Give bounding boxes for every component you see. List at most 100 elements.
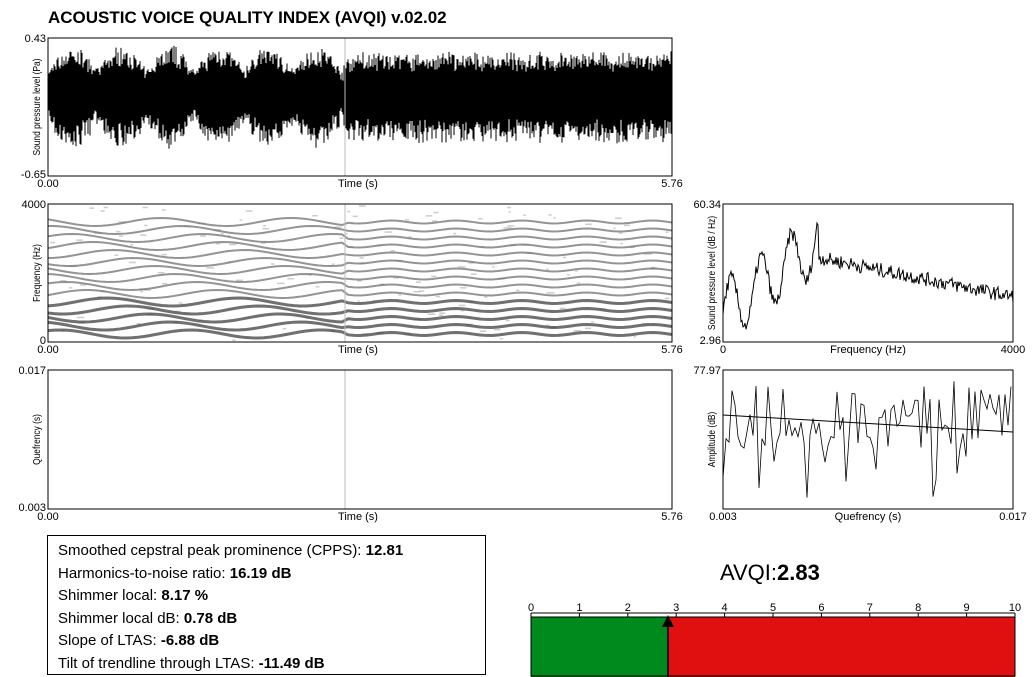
panel-frame	[722, 369, 1014, 510]
x-left-label: 0.00	[37, 511, 58, 523]
measure-label: Smoothed cepstral peak prominence (CPPS)…	[58, 542, 366, 559]
spectrogram-speckle	[546, 292, 555, 294]
spectrogram-speckle	[359, 257, 364, 259]
x-left-label: 0.003	[709, 511, 737, 523]
spectrogram-speckle	[161, 282, 168, 285]
x-left-label: 0	[720, 344, 726, 356]
cepstrum-line	[722, 381, 1012, 498]
spectrogram-speckle	[260, 242, 266, 244]
measure-value: 16.19 dB	[229, 564, 292, 582]
scale-tick-label: 10	[1009, 602, 1021, 614]
spectrogram-speckle	[433, 211, 439, 214]
spectrogram-speckle	[505, 319, 510, 322]
spectrogram-speckle	[161, 253, 167, 256]
measure-label: Harmonics-to-noise ratio:	[58, 564, 230, 582]
spectrogram-speckle	[130, 244, 133, 246]
spectrogram-speckle	[585, 223, 592, 225]
spectrogram-speckle	[89, 207, 94, 209]
y-top-label: 60.34	[693, 199, 721, 211]
scale-frame	[530, 616, 1016, 677]
spectrogram-speckle	[418, 290, 425, 292]
y-top-label: 77.97	[693, 365, 721, 377]
spectrogram-speckle	[566, 274, 570, 276]
spectrogram-speckle	[478, 217, 483, 220]
spectrogram-speckle	[516, 289, 520, 292]
spectrogram-speckle	[453, 232, 457, 235]
spectrogram-speckle	[119, 235, 124, 237]
spectrogram-harmonic	[47, 249, 673, 259]
measure-label: Slope of LTAS:	[58, 632, 161, 649]
spectrogram-speckle	[618, 232, 623, 234]
panel-frame	[47, 37, 673, 177]
spectrogram-speckle	[613, 227, 616, 230]
scale-tick-label: 1	[576, 602, 582, 614]
x-axis-title: Time (s)	[338, 344, 378, 356]
spectrogram-speckle	[457, 266, 466, 268]
scale-tick-label: 9	[964, 602, 970, 614]
spectrogram-harmonic	[47, 217, 673, 227]
spectrogram-speckle	[100, 210, 105, 212]
spectrogram-speckle	[68, 287, 73, 289]
spectrogram-speckle	[548, 214, 552, 216]
spectrogram-speckle	[614, 217, 622, 219]
spectrogram-speckle	[576, 282, 581, 284]
scale-tick-label: 3	[673, 602, 679, 614]
y-axis-title: Quefrency (s)	[31, 414, 43, 465]
spectrogram-speckle	[404, 219, 409, 221]
spectrogram-speckle	[562, 256, 567, 259]
spectrogram-speckle	[584, 327, 592, 330]
spectrogram-speckle	[560, 307, 566, 310]
y-bottom-label: 2.96	[700, 335, 721, 347]
spectrogram-speckle	[575, 270, 578, 272]
y-axis-title: Sound pressure level (dB / Hz)	[706, 216, 718, 330]
spectrogram-speckle	[503, 227, 512, 229]
x-right-label: 4000	[1001, 344, 1025, 356]
spectrogram-harmonic	[47, 296, 673, 308]
waveform	[48, 45, 672, 149]
x-right-label: 5.76	[661, 344, 682, 356]
spectrogram-speckle	[393, 277, 399, 279]
y-axis-title: Sound pressure level (Pa)	[31, 58, 43, 155]
spectrogram-speckle	[229, 243, 237, 246]
x-right-label: 0.017	[999, 511, 1027, 523]
spectrogram-speckle	[480, 330, 487, 332]
spectrogram-speckle	[357, 300, 360, 302]
x-axis-title: Time (s)	[338, 511, 378, 523]
measure-label: Tilt of trendline through LTAS:	[58, 654, 259, 672]
spectrogram-speckle	[157, 272, 165, 274]
y-axis-title: Frequency (Hz)	[31, 244, 43, 302]
spectrogram-speckle	[633, 335, 636, 338]
spectrogram-speckle	[415, 281, 421, 283]
spectrogram-speckle	[644, 253, 652, 255]
spectrogram-speckle	[334, 226, 342, 228]
spectrogram-speckle	[665, 231, 669, 233]
spectrogram-speckle	[144, 224, 148, 227]
spectrogram-speckle	[312, 215, 318, 217]
measure-label: Shimmer local:	[58, 587, 162, 604]
scale-low	[531, 617, 668, 677]
spectrogram-harmonic	[47, 273, 673, 283]
spectrogram-harmonic	[47, 289, 673, 299]
spectrogram-harmonic	[47, 257, 673, 268]
x-axis-title: Frequency (Hz)	[830, 344, 906, 356]
avqi-label: AVQI:	[720, 560, 777, 585]
spectrogram-speckle	[439, 312, 446, 314]
spectrogram-speckle	[507, 206, 512, 209]
spectrogram-speckle	[128, 261, 136, 264]
spectrogram-speckle	[499, 338, 503, 340]
panel-frame	[47, 203, 673, 343]
spectrogram-speckle	[262, 227, 270, 230]
spectrogram-speckle	[136, 322, 141, 325]
spectrogram-speckle	[427, 313, 436, 316]
measure-row: Shimmer local dB: 0.78 dB	[58, 608, 485, 631]
spectrogram-speckle	[545, 324, 550, 327]
scale-high	[667, 617, 1015, 677]
measure-row: Smoothed cepstral peak prominence (CPPS)…	[58, 540, 485, 563]
y-top-label: 4000	[22, 199, 46, 211]
measure-label: Shimmer local dB:	[58, 609, 184, 627]
spectrogram-speckle	[215, 242, 221, 245]
panel-frame	[722, 203, 1014, 343]
x-left-label: 0.00	[37, 178, 58, 190]
spectrogram-speckle	[408, 236, 412, 238]
spectrogram-speckle	[142, 206, 149, 209]
